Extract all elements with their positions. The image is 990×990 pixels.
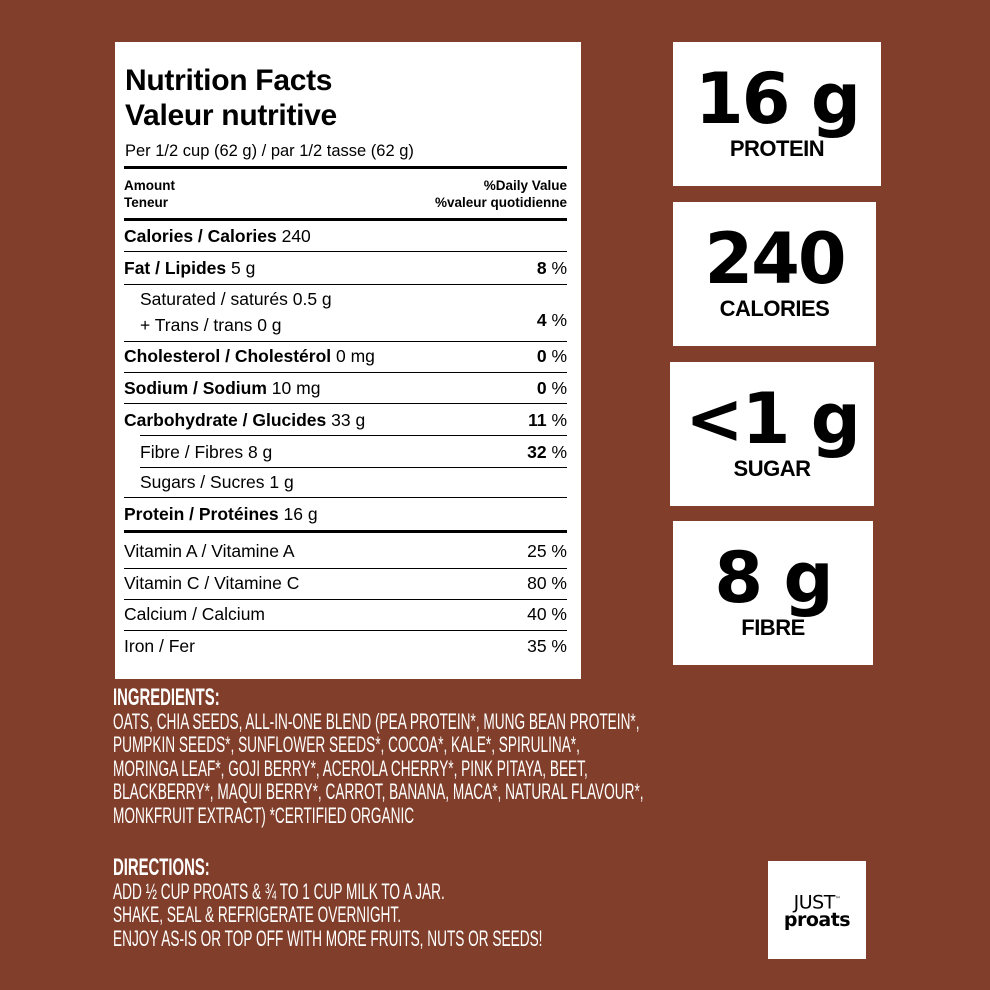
calcium-row: Calcium / Calcium 40 %: [124, 604, 567, 624]
directions-section: DIRECTIONS: ADD ½ CUP PROATS & ¾ TO 1 CU…: [113, 854, 543, 951]
fibre-row: Fibre / Fibres 8 g 32 %: [140, 442, 567, 462]
vitamin-c-row: Vitamin C / Vitamine C 80 %: [124, 573, 567, 593]
title-fr: Valeur nutritive: [125, 99, 337, 132]
vitamin-a-row: Vitamin A / Vitamine A 25 %: [124, 541, 567, 561]
sugar-card: <1 g SUGAR: [670, 362, 874, 506]
protein-card: 16 g PROTEIN: [673, 42, 881, 186]
fibre-card: 8 g FIBRE: [673, 521, 873, 665]
amount-header: Amount Teneur %Daily Value %valeur quotidi…: [124, 178, 567, 210]
title-en: Nutrition Facts: [125, 64, 333, 97]
sugars-row: Sugars / Sucres 1 g: [140, 472, 294, 492]
saturated-row: Saturated / saturés 0.5 g: [140, 289, 332, 309]
cholesterol-row: Cholesterol / Cholestérol 0 mg 0 %: [124, 346, 567, 366]
protein-row: Protein / Protéines 16 g: [124, 504, 318, 524]
just-proats-logo: JUST™ proats: [768, 861, 866, 959]
ingredients-section: INGREDIENTS: OATS, CHIA SEEDS, ALL-IN-ON…: [113, 684, 644, 828]
serving-size: Per 1/2 cup (62 g) / par 1/2 tasse (62 g…: [125, 142, 414, 160]
carbohydrate-row: Carbohydrate / Glucides 33 g 11 %: [124, 410, 567, 430]
ingredients-heading: INGREDIENTS:: [113, 684, 220, 711]
calories-card: 240 CALORIES: [673, 202, 876, 346]
directions-heading: DIRECTIONS:: [113, 854, 210, 881]
calories-row: Calories / Calories 240: [124, 226, 311, 246]
iron-row: Iron / Fer 35 %: [124, 636, 567, 656]
nutrition-facts-panel: Nutrition Facts Valeur nutritive Per 1/2…: [115, 42, 581, 679]
sodium-row: Sodium / Sodium 10 mg 0 %: [124, 378, 567, 398]
